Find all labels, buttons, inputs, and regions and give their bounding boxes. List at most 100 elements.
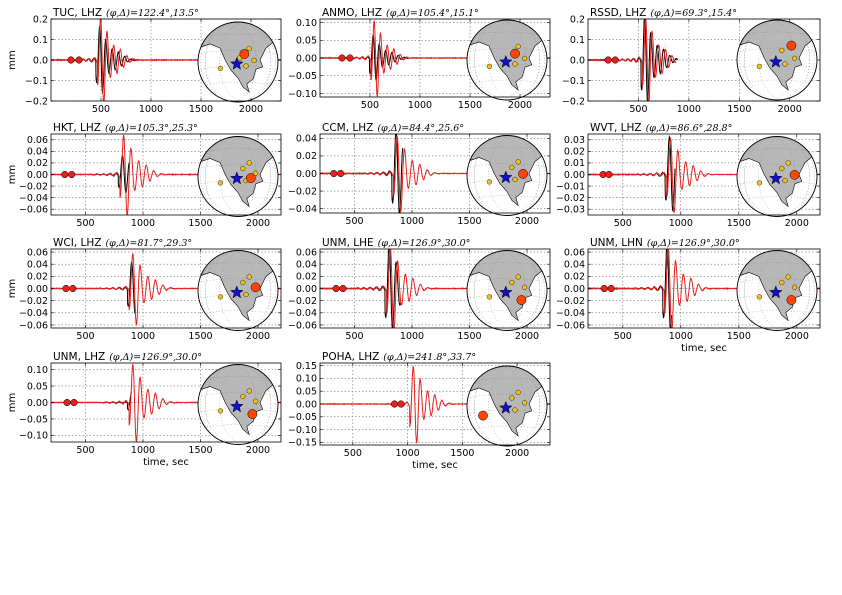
y-tick-label: −0.04 xyxy=(288,308,317,319)
globe-inset xyxy=(466,19,548,101)
station-location-marker xyxy=(245,173,256,183)
y-tick-label: 0.06 xyxy=(296,247,317,258)
y-axis-label: mm xyxy=(7,50,18,69)
station-dot xyxy=(782,61,788,67)
star-icon xyxy=(768,54,783,68)
station-dot xyxy=(251,57,257,64)
y-axis-label: mm xyxy=(7,279,18,298)
pick-marker xyxy=(600,284,608,293)
y-tick-label: 0.02 xyxy=(27,158,48,169)
station-name: UNM, LHZ xyxy=(53,351,105,363)
y-tick-label: 0.10 xyxy=(296,18,317,29)
y-tick-label: −0.02 xyxy=(19,181,48,192)
y-tick-label: −0.15 xyxy=(288,438,317,449)
pick-marker xyxy=(330,169,338,178)
station-location-marker xyxy=(516,295,527,305)
station-name: HKT, LHZ xyxy=(53,122,101,134)
globe-inset xyxy=(197,136,279,217)
y-tick-label: −0.02 xyxy=(288,186,317,197)
station-dot xyxy=(486,179,493,185)
station-dot xyxy=(779,47,785,54)
y-tick-label: −0.02 xyxy=(19,296,48,307)
station-location-marker xyxy=(789,170,800,180)
x-tick-label: 2000 xyxy=(246,445,270,456)
station-dot xyxy=(217,180,224,186)
y-tick-label: 0.05 xyxy=(27,381,48,392)
y-tick-label: 0.04 xyxy=(27,259,48,270)
y-tick-label: 0.2 xyxy=(33,14,48,25)
x-tick-label: 1500 xyxy=(189,104,213,115)
station-dot xyxy=(253,398,259,404)
star-icon xyxy=(229,399,244,413)
station-dot xyxy=(512,61,518,67)
y-tick-label: 0.1 xyxy=(33,35,48,46)
station-dot xyxy=(243,63,249,69)
y-tick-label: −0.02 xyxy=(556,296,585,307)
panel-params: (φ,Δ)=126.9°,30.0° xyxy=(109,352,202,363)
x-tick-label: 1500 xyxy=(727,104,751,115)
panel-params: (φ,Δ)=84.4°,25.6° xyxy=(377,123,464,134)
landmass xyxy=(737,20,816,91)
panel-2: 500 1000 1500 2000 −0.2 −0.1 0.0 0.1 0.2 RSSD, LH… xyxy=(562,7,821,115)
pick-marker xyxy=(61,170,69,179)
pick-marker xyxy=(339,284,347,293)
x-tick-label: 500 xyxy=(344,448,362,459)
x-tick-label: 2000 xyxy=(246,218,270,229)
y-tick-label: 0.04 xyxy=(296,259,317,270)
station-dot xyxy=(785,274,791,280)
x-tick-label: 1500 xyxy=(188,445,212,456)
panel-title: CCM, LHZ (φ,Δ)=84.4°,25.6° xyxy=(322,122,464,134)
y-tick-label: 0.02 xyxy=(564,147,585,158)
pick-marker xyxy=(62,284,70,293)
x-tick-label: 1000 xyxy=(669,331,693,342)
station-dot xyxy=(521,400,528,406)
synthetic-trace xyxy=(588,19,677,101)
x-tick-label: 2000 xyxy=(508,100,532,111)
y-tick-label: 0.00 xyxy=(296,284,317,295)
y-tick-label: 0.06 xyxy=(27,247,48,258)
x-tick-label: 1500 xyxy=(457,331,481,342)
x-tick-label: 500 xyxy=(614,331,632,342)
station-dot xyxy=(782,177,788,184)
panel-params: (φ,Δ)=241.8°,33.7° xyxy=(383,352,476,363)
pick-marker xyxy=(605,170,613,179)
station-dot xyxy=(515,43,521,50)
y-tick-label: 0.00 xyxy=(296,53,317,64)
landmass xyxy=(467,366,546,437)
station-location-marker xyxy=(239,49,250,59)
globe-inset xyxy=(736,19,818,101)
panel-params: (φ,Δ)=122.4°,13.5° xyxy=(106,8,199,19)
x-tick-label: 2000 xyxy=(778,104,802,115)
pick-marker xyxy=(75,56,83,64)
star-icon xyxy=(498,170,513,184)
panel-title: ANMO, LHZ (φ,Δ)=105.4°,15.1° xyxy=(322,7,479,19)
station-dot xyxy=(785,160,791,166)
x-tick-label: 500 xyxy=(76,218,94,229)
station-dot xyxy=(246,160,252,166)
panel-params: (φ,Δ)=69.3°,15.4° xyxy=(650,8,737,19)
y-tick-label: 0.02 xyxy=(564,272,585,283)
globe-inset xyxy=(466,135,548,216)
station-dot xyxy=(253,170,259,176)
y-tick-label: −0.04 xyxy=(19,193,48,204)
station-dot xyxy=(756,63,763,70)
panel-title: POHA, LHZ (φ,Δ)=241.8°,33.7° xyxy=(322,351,476,363)
y-tick-label: 0.06 xyxy=(27,135,48,146)
station-dot xyxy=(756,180,763,186)
station-location-marker xyxy=(518,169,528,179)
star-icon xyxy=(768,171,783,185)
y-tick-label: 0.1 xyxy=(570,35,585,46)
y-tick-label: −0.01 xyxy=(556,181,585,192)
globe-inset xyxy=(466,365,548,447)
y-tick-label: −0.10 xyxy=(288,425,317,436)
y-tick-label: 0.00 xyxy=(27,170,48,181)
panel-6: 500 1000 1500 2000 −0.06−0.04−0.020.000.02 0.… xyxy=(7,237,282,342)
landmass xyxy=(467,135,546,207)
x-tick-label: 2000 xyxy=(239,104,263,115)
landmass xyxy=(467,20,546,91)
panel-params: (φ,Δ)=126.9°,30.0° xyxy=(647,238,740,249)
station-dot xyxy=(521,284,528,290)
station-dot xyxy=(512,176,518,183)
globe-inset xyxy=(197,21,279,103)
y-tick-label: 0.06 xyxy=(564,247,585,258)
